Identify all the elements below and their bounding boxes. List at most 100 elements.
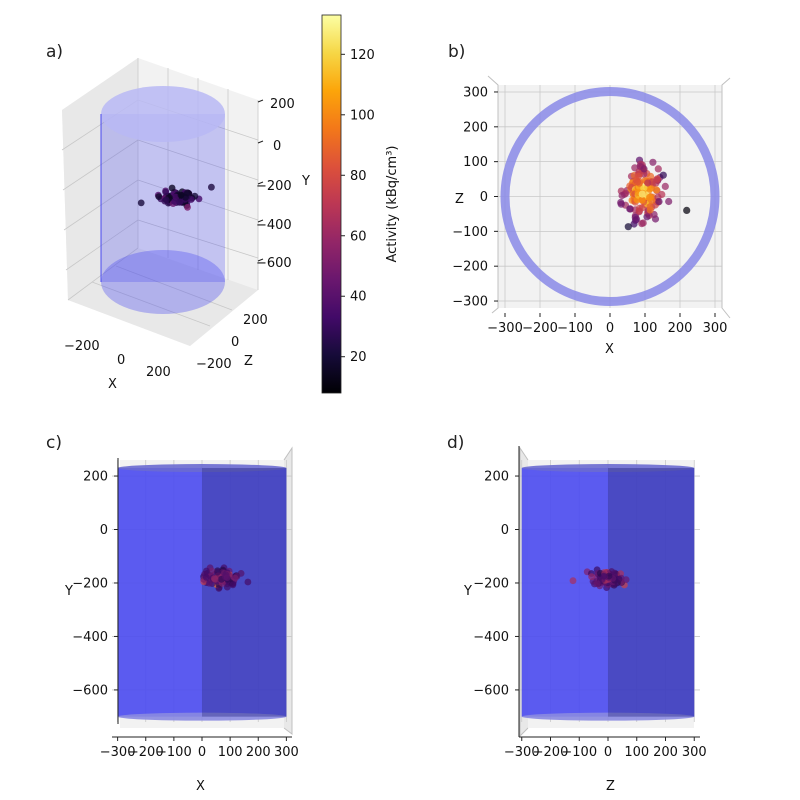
panel-b-point [640,184,648,192]
c-xtick: −300 [100,745,136,760]
d-xtick: 200 [653,745,678,760]
panel-b-point [646,206,654,214]
panel-b-edge [487,75,499,314]
c-point [223,574,231,581]
d-point [593,580,601,588]
panel-a-points [137,99,264,262]
colorbar: 20 40 60 80 100 120 Activity (kBq/cm³) [321,14,400,394]
d-cylinder-shade [608,468,695,717]
panel-b-point [617,198,625,207]
panel-b-xtick: 300 [703,321,728,336]
panel-a-gridline [67,247,139,301]
c-xtick: −200 [128,745,164,760]
panel-c-cylinder [117,464,287,721]
panel-d-points [569,566,630,591]
panel-a-pane-floor [68,248,258,346]
panel-c-ylabel: Y [64,584,73,599]
colorbar-gradient [321,14,342,394]
panel-b-xlabel: X [605,342,614,357]
panel-c-yticks: 200 0 −200 −400 −600 [72,470,118,698]
panel-a-ztick: 200 [243,313,268,328]
panel-d-ylabel: Y [463,584,472,599]
panel-a-gridline [115,265,233,311]
panel-a-cylinder-bottom [101,250,225,314]
panel-b-ytick: −300 [452,295,488,310]
panel-b-ytick: −200 [452,260,488,275]
c-point [202,573,210,581]
colorbar-ticks: 20 40 60 80 100 120 [341,48,375,365]
panel-b-ylabel: Z [455,192,464,207]
panel-b-cylinder-ring [500,87,720,306]
panel-b-ytick: 200 [463,120,488,135]
d-cylinder-body [521,468,695,717]
panel-b-point [626,205,634,213]
panel-a: a) 200 0 −200 −400 −600 Y −200 0 200 X −… [46,42,310,392]
panel-b-point [647,172,655,180]
colorbar-tick-label: 120 [350,48,375,63]
panel-b-xtick: −100 [557,321,593,336]
d-ytick: 200 [484,470,509,485]
c-ytick: −600 [72,683,108,698]
panel-d-label: d) [447,433,464,453]
panel-d-xlabel: Z [606,779,615,794]
panel-c-label: c) [46,433,62,453]
d-ytick: −400 [473,630,509,645]
panel-b-xtick: 200 [668,321,693,336]
d-cylinder-top [521,464,695,473]
panel-a-ytick: −400 [256,218,292,233]
panel-d-xticks: −300−200−100 0 100 200 300 [504,737,707,760]
colorbar-tick-label: 100 [350,108,375,123]
c-point [214,568,221,576]
c-point [205,579,213,587]
panel-b-point [652,186,661,194]
d-xtick: −200 [533,745,569,760]
panel-a-gridline [137,139,259,181]
d-point [600,572,608,580]
panel-c-xlabel: X [196,779,205,794]
c-point [223,583,231,591]
d-ytick: 0 [501,523,509,538]
d-xtick: 0 [604,745,612,760]
panel-b-point [638,220,646,228]
panel-a-ytick-mark [257,99,264,103]
panel-b-yticks: 300 200 100 0 −100 −200 −300 [452,85,498,310]
panel-a-ztick: 0 [231,335,239,350]
panel-b-point [640,165,648,173]
c-xtick: 0 [198,745,206,760]
panel-a-point [176,198,184,206]
panel-b-xtick: −300 [487,321,523,336]
panel-a-point [184,203,191,211]
panel-b-point [646,185,654,193]
panel-b-ytick: 0 [480,190,488,205]
panel-a-label: a) [46,42,63,62]
panel-d: d) −300−200−100 0 100 200 300 2000−200−400−6… [447,433,707,794]
panel-a-ytick: 0 [273,139,281,154]
d-cylinder-bottom [521,712,695,721]
panel-b-ytick: −100 [452,225,488,240]
panel-b-point [655,198,663,206]
panel-a-xtick: −200 [64,339,100,354]
panel-b-point [654,165,662,173]
panel-a-ytick-mark [257,219,264,223]
panel-b-xtick: 0 [606,321,614,336]
colorbar-tick-label: 80 [350,169,367,184]
panel-a-ytick-mark [257,181,264,185]
panel-a-point [162,188,170,196]
panel-b-point [683,206,691,214]
panel-a-zlabel: Z [244,354,253,369]
panel-a-point [155,193,163,201]
panel-b-xtick: −200 [522,321,558,336]
colorbar-tick-label: 60 [350,229,367,244]
c-cylinder-top [117,464,287,473]
c-point [229,581,237,589]
panel-a-cylinder-top [101,86,225,142]
panel-a-ytick: −200 [256,179,292,194]
c-xtick: 100 [218,745,243,760]
c-xtick: 300 [274,745,299,760]
c-xtick: 200 [246,745,271,760]
c-point [244,578,252,586]
panel-c-xticks: −300−200−100 0 100 200 300 [100,737,299,760]
c-point [231,574,239,582]
d-ytick: −600 [473,683,509,698]
d-xtick: −300 [504,745,540,760]
